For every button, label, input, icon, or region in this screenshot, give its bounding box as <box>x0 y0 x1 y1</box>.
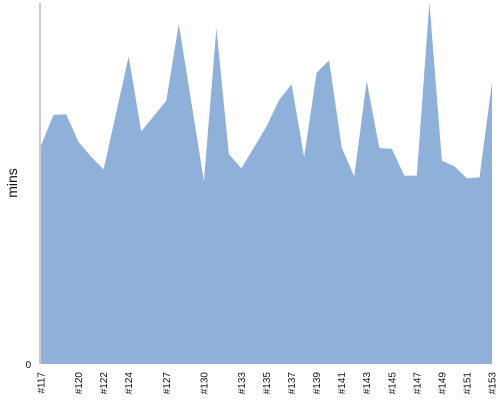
x-tick-label: #139 <box>312 372 323 395</box>
x-tick-label: #147 <box>412 372 423 395</box>
x-tick-label: #153 <box>488 372 499 395</box>
x-tick-label: #137 <box>287 372 298 395</box>
x-tick-label: #141 <box>337 372 348 395</box>
x-tick-label: #143 <box>362 372 373 395</box>
plot-area <box>41 3 492 364</box>
x-tick-label: #133 <box>237 372 248 395</box>
x-tick-label: #124 <box>124 372 135 395</box>
x-tick-label: #122 <box>99 372 110 395</box>
y-axis-title: mins <box>4 168 20 198</box>
x-tick-label: #127 <box>162 372 173 395</box>
y-tick-label: 0 <box>25 360 31 371</box>
x-tick-label: #117 <box>37 372 48 394</box>
x-tick-label: #135 <box>262 372 273 395</box>
x-tick-label: #145 <box>387 372 398 395</box>
x-tick-labels: #117 #120 #122 #124 #127 #130 #133 #135 #137 #139… <box>37 372 499 395</box>
area-series <box>41 3 492 364</box>
x-tick-label: #130 <box>199 372 210 395</box>
x-tick-label: #120 <box>74 372 85 395</box>
x-tick-label: #149 <box>437 372 448 395</box>
x-tick-label: #151 <box>462 372 473 395</box>
